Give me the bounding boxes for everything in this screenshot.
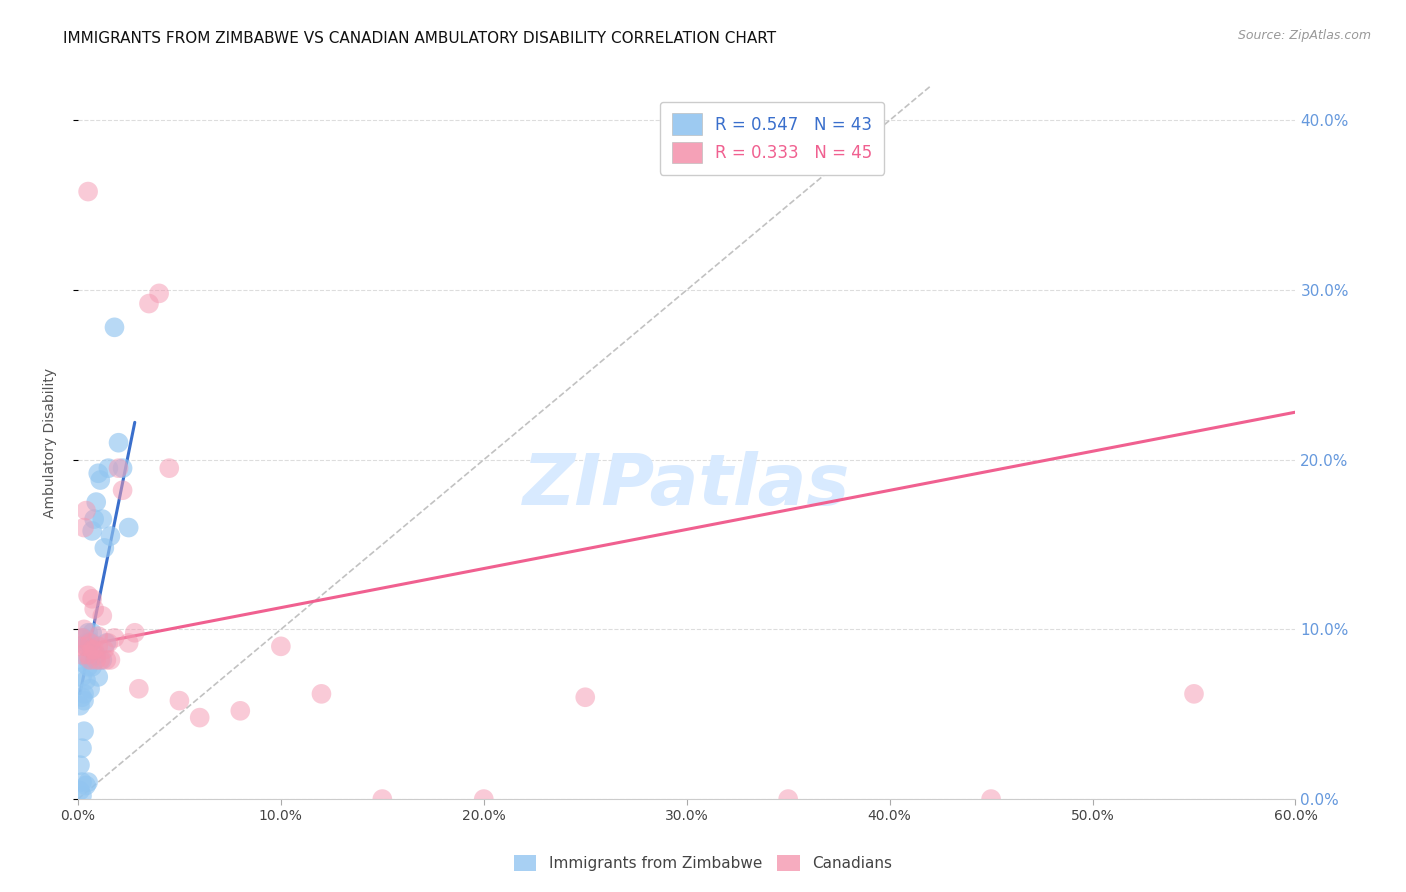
- Legend: Immigrants from Zimbabwe, Canadians: Immigrants from Zimbabwe, Canadians: [508, 849, 898, 877]
- Point: [91, 653, 114, 667]
- Point: [107, 461, 129, 475]
- Point: [371, 792, 394, 806]
- Text: ZIPatlas: ZIPatlas: [523, 451, 851, 520]
- Point: [70, 690, 93, 705]
- Point: [73, 687, 96, 701]
- Point: [70, 741, 93, 756]
- Point: [138, 296, 160, 310]
- Point: [77, 185, 100, 199]
- Legend: R = 0.547   N = 43, R = 0.333   N = 45: R = 0.547 N = 43, R = 0.333 N = 45: [659, 102, 884, 175]
- Point: [270, 640, 292, 654]
- Point: [128, 681, 150, 696]
- Point: [103, 631, 125, 645]
- Point: [77, 775, 100, 789]
- Point: [96, 653, 118, 667]
- Point: [73, 520, 96, 534]
- Point: [311, 687, 333, 701]
- Point: [91, 608, 114, 623]
- Point: [87, 640, 110, 654]
- Point: [77, 625, 100, 640]
- Point: [84, 648, 107, 662]
- Point: [107, 435, 129, 450]
- Point: [82, 524, 104, 538]
- Point: [75, 640, 97, 654]
- Point: [82, 625, 104, 640]
- Point: [169, 693, 191, 707]
- Point: [148, 286, 170, 301]
- Y-axis label: Ambulatory Disability: Ambulatory Disability: [44, 368, 58, 517]
- Point: [82, 659, 104, 673]
- Point: [73, 693, 96, 707]
- Point: [87, 629, 110, 643]
- Point: [75, 673, 97, 688]
- Point: [73, 657, 96, 671]
- Point: [100, 653, 122, 667]
- Point: [69, 698, 91, 713]
- Point: [69, 783, 91, 797]
- Point: [89, 473, 111, 487]
- Point: [100, 529, 122, 543]
- Point: [73, 623, 96, 637]
- Point: [574, 690, 596, 705]
- Point: [75, 779, 97, 793]
- Text: IMMIGRANTS FROM ZIMBABWE VS CANADIAN AMBULATORY DISABILITY CORRELATION CHART: IMMIGRANTS FROM ZIMBABWE VS CANADIAN AMB…: [63, 31, 776, 46]
- Point: [472, 792, 495, 806]
- Point: [111, 461, 134, 475]
- Point: [188, 710, 211, 724]
- Text: Source: ZipAtlas.com: Source: ZipAtlas.com: [1237, 29, 1371, 42]
- Point: [77, 589, 100, 603]
- Point: [73, 631, 96, 645]
- Point: [89, 653, 111, 667]
- Point: [83, 602, 105, 616]
- Point: [79, 636, 101, 650]
- Point: [1182, 687, 1205, 701]
- Point: [103, 320, 125, 334]
- Point: [83, 512, 105, 526]
- Point: [70, 648, 93, 662]
- Point: [91, 512, 114, 526]
- Point: [82, 642, 104, 657]
- Point: [124, 625, 146, 640]
- Point: [93, 642, 115, 657]
- Point: [118, 520, 141, 534]
- Point: [73, 724, 96, 739]
- Point: [82, 591, 104, 606]
- Point: [84, 653, 107, 667]
- Point: [79, 634, 101, 648]
- Point: [980, 792, 1002, 806]
- Point: [97, 636, 120, 650]
- Point: [93, 541, 115, 555]
- Point: [70, 789, 93, 803]
- Point: [70, 670, 93, 684]
- Point: [79, 636, 101, 650]
- Point: [229, 704, 252, 718]
- Point: [157, 461, 180, 475]
- Point: [70, 631, 93, 645]
- Point: [96, 636, 118, 650]
- Point: [69, 640, 91, 654]
- Point: [69, 758, 91, 772]
- Point: [79, 681, 101, 696]
- Point: [77, 648, 100, 662]
- Point: [83, 642, 105, 657]
- Point: [70, 775, 93, 789]
- Point: [84, 495, 107, 509]
- Point: [75, 640, 97, 654]
- Point: [118, 636, 141, 650]
- Point: [77, 653, 100, 667]
- Point: [87, 467, 110, 481]
- Point: [75, 503, 97, 517]
- Point: [97, 461, 120, 475]
- Point: [111, 483, 134, 498]
- Point: [75, 636, 97, 650]
- Point: [79, 653, 101, 667]
- Point: [778, 792, 800, 806]
- Point: [87, 670, 110, 684]
- Point: [77, 659, 100, 673]
